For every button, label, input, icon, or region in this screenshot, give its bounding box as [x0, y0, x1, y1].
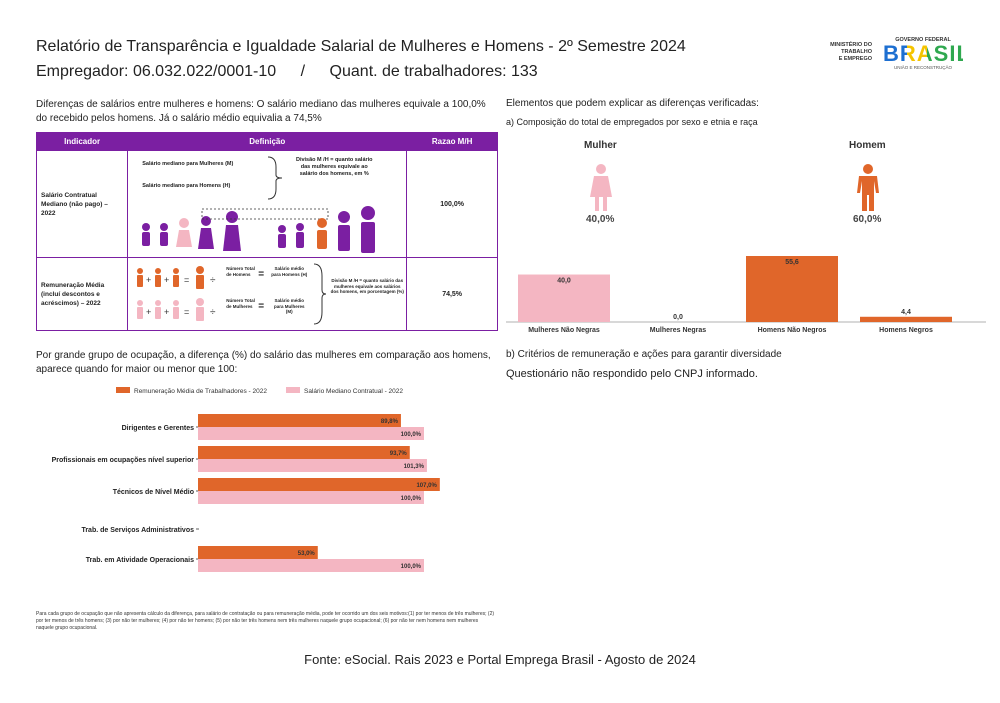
definition-cell: Salário mediano para Mulheres (M) Salári…: [127, 150, 408, 258]
category-label: Profissionais em ocupações nível superio…: [52, 457, 195, 464]
svg-text:÷: ÷: [210, 275, 216, 286]
indicator-table: Indicador Definição Razao M/H Salário Co…: [35, 132, 498, 331]
women-sum-icons: + + = ÷: [137, 298, 216, 321]
legend-swatch: [286, 387, 300, 393]
category-label: Trab. de Serviços Administrativos: [81, 527, 194, 534]
ratio-value: 100,0%: [406, 150, 498, 258]
header-definition: Definição: [127, 132, 408, 151]
man-icon: [857, 164, 879, 211]
composition-chart: 40,0 Mulheres Não Negras 0,0 Mulheres Negra…: [506, 256, 986, 334]
bar: [198, 491, 424, 504]
def-total-women: Número Total de Mulheres: [226, 298, 255, 309]
legend-swatch: [116, 387, 130, 393]
employer-line: Empregador: 06.032.022/0001-10 / Quant. …: [36, 63, 558, 81]
people-icons: [142, 206, 376, 253]
bar-value-label: 89,8%: [381, 419, 399, 425]
svg-text:+: +: [146, 307, 151, 317]
category-label: Mulheres Não Negras: [528, 327, 600, 334]
criteria-heading: b) Critérios de remuneração e ações para…: [506, 349, 782, 360]
men-percent: 60,0%: [853, 214, 882, 225]
brace-icon: [268, 156, 283, 200]
woman-icon: [590, 164, 612, 211]
svg-text:÷: ÷: [210, 307, 216, 318]
bar: [198, 559, 424, 572]
bar-value-label: 101,3%: [404, 464, 425, 470]
men-label: Homem: [849, 140, 886, 151]
equals-sign: =: [258, 301, 265, 312]
composition-heading: a) Composição do total de empregados por…: [506, 117, 758, 127]
worker-count: Quant. de trabalhadores: 133: [329, 63, 538, 80]
legend-label: Salário Mediano Contratual - 2022: [304, 388, 403, 395]
svg-text:+: +: [146, 275, 151, 285]
category-label: Homens Não Negros: [758, 327, 827, 334]
men-sum-icons: + + = ÷: [137, 266, 216, 289]
header-indicator: Indicador: [35, 132, 129, 151]
header-ratio: Razao M/H: [406, 132, 498, 151]
bar-value-label: 100,0%: [401, 564, 422, 570]
indicator-name: Salário Contratual Mediano (não pago) – …: [35, 150, 129, 258]
bar: [198, 414, 401, 427]
occupation-chart: Remuneração Média de Trabalhadores - 202…: [52, 387, 440, 572]
page-title: Relatório de Transparência e Igualdade S…: [36, 38, 686, 55]
bar-value-label: 40,0: [557, 278, 571, 285]
government-logo: GOVERNO FEDERAL BRASIL UNIÃO E RECONSTRU…: [883, 37, 971, 70]
ratio-value: 74,5%: [406, 257, 498, 331]
separator: /: [300, 63, 306, 80]
def-ratio-note: Divisão M /H = quanto salário das mulher…: [295, 157, 373, 177]
equals-sign: =: [258, 269, 265, 280]
women-percent: 40,0%: [586, 214, 615, 225]
indicator-name: Remuneração Média (incluí descontos e ac…: [35, 257, 129, 331]
table-row: Salário Contratual Mediano (não pago) – …: [35, 150, 498, 258]
bar: [860, 316, 952, 322]
svg-text:+: +: [164, 275, 169, 285]
category-label: Dirigentes e Gerentes: [122, 425, 194, 432]
bar: [198, 446, 410, 459]
category-label: Mulheres Negras: [650, 327, 707, 334]
def-men-median: Salário mediano para Homens (H): [142, 183, 231, 189]
def-women-median: Salário mediano para Mulheres (M): [142, 161, 234, 167]
source-footer: Fonte: eSocial. Rais 2023 e Portal Empre…: [304, 652, 696, 667]
bar: [198, 478, 440, 491]
brace-icon: [314, 263, 327, 325]
category-label: Técnicos de Nível Médio: [113, 489, 194, 496]
bar-value-label: 53,0%: [298, 551, 316, 557]
def-total-men: Número Total de Homens: [226, 266, 255, 277]
svg-text:=: =: [184, 275, 189, 285]
def-ratio-note: Divisão M /H = quanto salário das mulher…: [330, 278, 404, 294]
bar: [198, 459, 427, 472]
intro-text: Diferenças de salários entre mulheres e …: [36, 99, 486, 124]
bar: [198, 427, 424, 440]
bar-value-label: 0,0: [673, 314, 683, 321]
def-women-avg: Salário médio para Mulheres (M): [273, 298, 305, 314]
bar: [198, 546, 318, 559]
footnote: Para cada grupo de ocupação que não apre…: [36, 611, 495, 631]
category-label: Trab. em Atividade Operacionais: [86, 557, 194, 564]
bar-value-label: 100,0%: [401, 496, 422, 502]
ministry-logo: MINISTÉRIO DO TRABALHO E EMPREGO: [830, 42, 872, 62]
bar-value-label: 55,6: [785, 259, 799, 266]
criteria-text: Questionário não respondido pelo CNPJ in…: [506, 368, 758, 380]
employer-id: Empregador: 06.032.022/0001-10: [36, 63, 277, 80]
legend-label: Remuneração Média de Trabalhadores - 202…: [134, 388, 267, 395]
explain-heading: Elementos que podem explicar as diferenç…: [506, 98, 759, 109]
bar-value-label: 4,4: [901, 309, 911, 316]
definition-cell: + + = ÷ Número Total de Homens = Salário…: [127, 257, 408, 331]
table-row: Remuneração Média (incluí descontos e ac…: [35, 257, 498, 331]
bar-value-label: 107,0%: [416, 483, 437, 489]
def-men-avg: Salário médio para Homens (H): [271, 266, 308, 277]
bar-value-label: 93,7%: [390, 451, 408, 457]
bar: [746, 256, 838, 322]
bar-value-label: 100,0%: [401, 432, 422, 438]
occupation-heading: Por grande grupo de ocupação, a diferenç…: [36, 350, 491, 375]
svg-text:+: +: [164, 307, 169, 317]
category-label: Homens Negros: [879, 327, 933, 334]
svg-text:=: =: [184, 307, 189, 317]
bar: [518, 274, 610, 322]
women-label: Mulher: [584, 140, 617, 151]
